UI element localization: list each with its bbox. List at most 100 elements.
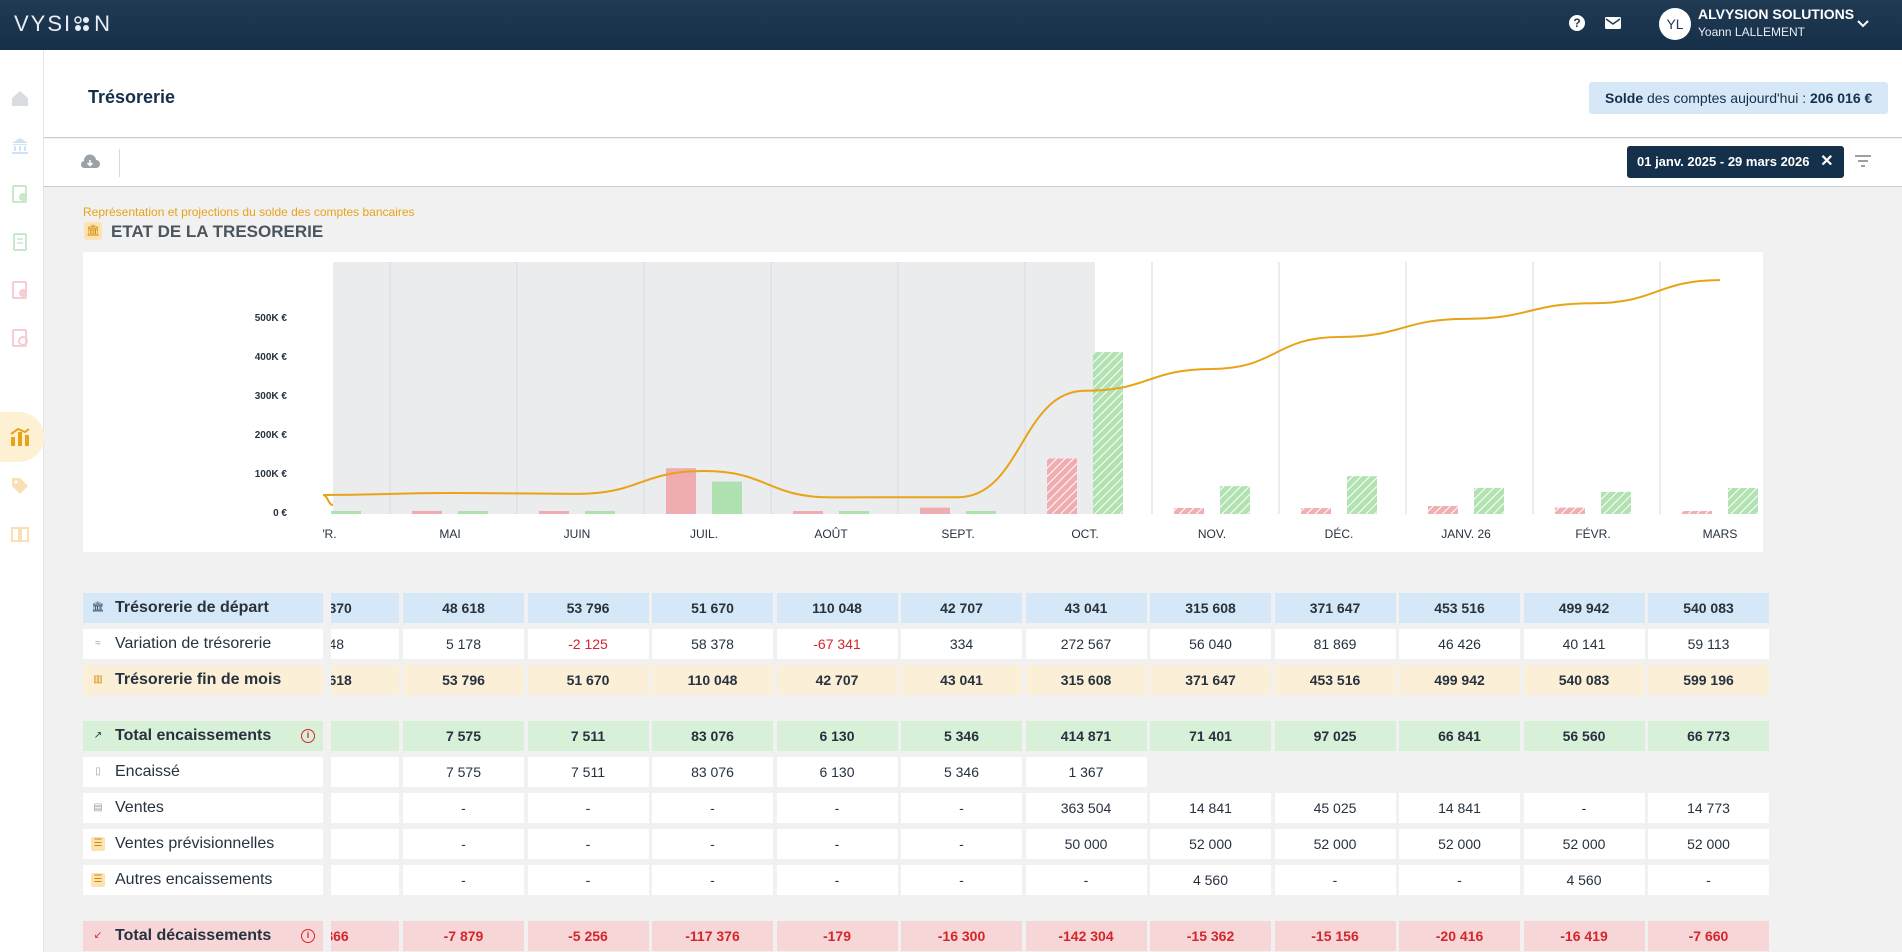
home-icon[interactable] [8,86,32,110]
row-label-text: Total encaissements [115,727,272,744]
chart-y-axis: 500K € 400K € 300K € 200K € 100K € 0 € [83,252,323,552]
app-logo[interactable]: VYSI N [14,11,112,37]
cloud-download-icon[interactable] [79,153,101,171]
row-label: ☰ Autres encaissements [83,865,323,895]
chart-bar-outflow [793,511,823,514]
table-cell: -15 156 [1274,921,1396,951]
chart-y-tick-label: 0 € [273,508,287,519]
table-cell: 110 048 [652,665,773,695]
section-subtitle: Représentation et projections du solde d… [83,205,415,219]
row-label: ▥ Trésorerie fin de mois [83,665,323,695]
balance-badge: Solde des comptes aujourd'hui : 206 016 … [1589,82,1889,114]
table-cell: - [1274,865,1396,895]
row-label: ≈ Variation de trésorerie [83,629,323,659]
table-cell: 6 130 [776,757,898,787]
chart-x-tick-label: JUIN [564,527,591,541]
company-name[interactable]: ALVYSION SOLUTIONS [1698,6,1855,22]
sales-doc-icon[interactable] [8,182,32,206]
table-cell: -20 416 [1399,921,1520,951]
forecast-icon: ☰ [91,873,105,887]
table-cell: 4 560 [1523,865,1645,895]
table-cell: 83 076 [652,721,773,751]
invoice-icon: ▤ [93,802,103,813]
balance-label: des comptes aujourd'hui : [1643,90,1811,106]
logo-dots-icon [74,16,90,31]
avatar[interactable]: YL [1659,8,1691,40]
close-icon[interactable]: ✕ [1820,153,1834,170]
table-cell: 5 346 [901,757,1022,787]
bank-icon[interactable] [8,134,32,158]
table-cell: 315 608 [1025,665,1147,695]
chart-bar-inflow [839,511,869,514]
table-cell: -7 660 [1648,921,1769,951]
row-label-text: Ventes [115,799,164,816]
cash-icon: ▯ [95,766,101,777]
chart-bar-inflow [458,511,488,514]
bank-icon: 🏛 [91,602,105,613]
row-label: ☰ Ventes prévisionnelles [83,829,323,859]
chart-bar-outflow [1428,506,1458,514]
table-cell: 110 [331,721,399,751]
section-title: ETAT DE LA TRESORERIE [111,222,324,241]
filter-icon[interactable] [1854,153,1872,169]
chart-y-tick-label: 500K € [254,312,287,324]
top-bar: VYSI N ? YL ALVYSION SOLUTIONS Yoann LALL… [0,0,1902,50]
table-cell: 59 113 [1648,629,1769,659]
row-label-text: Autres encaissements [115,871,273,888]
table-cell: 499 942 [1399,665,1520,695]
info-icon[interactable]: i [301,929,315,943]
table-cell: - [901,829,1022,859]
chart-actual-area [333,262,1095,514]
table-cell: 43 041 [901,665,1022,695]
table-cell: 334 [901,629,1022,659]
help-icon[interactable]: ? [1568,14,1586,32]
chart-bar-inflow [1093,352,1123,514]
row-label: ↗ Total encaissements i [83,721,323,751]
table-cell: - [901,865,1022,895]
arrow-up-icon: ↗ [93,730,103,741]
user-name[interactable]: Yoann LALLEMENT [1698,25,1805,39]
table-cell: - [776,865,898,895]
row-label-text: Encaissé [115,763,180,780]
table-cell: - [403,793,524,823]
table-cell: 81 869 [1274,629,1396,659]
receipt-icon[interactable] [8,230,32,254]
chart-bar-outflow [1555,507,1585,514]
table-cell: -2 125 [527,629,649,659]
chart-y-tick-label: 400K € [254,351,287,363]
tag-icon[interactable] [8,474,32,498]
table-cell: 272 567 [1025,629,1147,659]
table-cell: 540 083 [1648,593,1769,623]
table-cell: 46 426 [1399,629,1520,659]
chart-bar-outflow [920,507,950,514]
chevron-down-icon[interactable] [1855,16,1871,32]
book-icon[interactable] [8,522,32,546]
table-cell: 110 048 [776,593,898,623]
expense-doc-icon[interactable] [8,278,32,302]
bank-icon: 🏛 [84,222,102,240]
table-cell: 7 511 [527,721,649,751]
page-title: Trésorerie [88,87,176,107]
table-cell: 43 370 [331,593,399,623]
table-cell [1648,757,1769,787]
table-row: ☰Autres encaissements-------4 560--4 560… [83,865,1769,895]
chart-x-tick-label: OCT. [1071,527,1098,541]
table-cell: 52 000 [1399,829,1520,859]
table-cell: 83 076 [652,757,773,787]
info-icon[interactable]: i [301,729,315,743]
table-cell: 453 516 [1274,665,1396,695]
table-cell: - [901,793,1022,823]
chart-y-tick-label: 300K € [254,390,287,402]
treasury-chart-icon[interactable] [8,425,32,449]
toolbar-divider [119,149,120,177]
chart-x-tick-label: MAI [439,527,460,541]
chart-x-tick-label: NOV. [1198,527,1226,541]
table-cell [1524,757,1645,787]
row-label-text: Variation de trésorerie [115,635,272,652]
date-range-chip[interactable]: 01 janv. 2025 - 29 mars 2026 ✕ [1627,146,1844,178]
supplier-doc-icon[interactable] [8,326,32,350]
mail-icon[interactable] [1604,14,1622,32]
